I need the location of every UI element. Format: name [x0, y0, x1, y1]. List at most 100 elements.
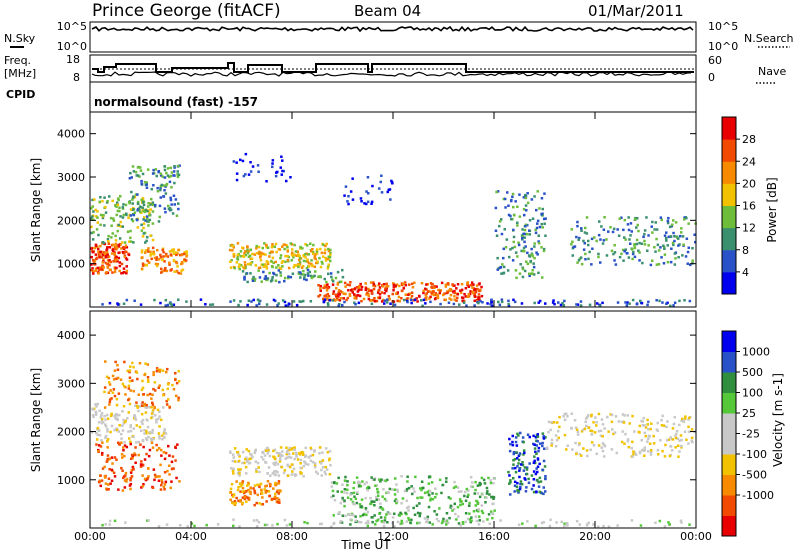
power-echo-cell	[116, 203, 120, 206]
velocity-echo-cell	[132, 389, 135, 393]
velocity-echo-cell	[234, 460, 237, 463]
velocity-echo-cell	[385, 513, 388, 516]
power-echo-cell	[277, 302, 280, 305]
power-echo-cell	[167, 207, 171, 211]
velocity-echo-cell	[144, 437, 148, 440]
velocity-echo-cell	[301, 453, 305, 456]
velocity-echo-cell	[98, 409, 101, 412]
power-echo-cell	[281, 245, 284, 248]
power-echo-cell	[666, 219, 670, 223]
power-echo-cell	[229, 260, 232, 263]
velocity-echo-cell	[639, 524, 643, 527]
velocity-echo-cell	[428, 521, 431, 524]
velocity-echo-cell	[535, 452, 538, 455]
velocity-echo-cell	[622, 421, 626, 424]
power-echo-cell	[303, 276, 306, 279]
velocity-echo-cell	[101, 451, 104, 455]
velocity-echo-cell	[247, 449, 251, 453]
velocity-echo-cell	[141, 463, 145, 467]
power-echo-cell	[168, 180, 172, 184]
power-echo-cell	[181, 268, 185, 271]
velocity-echo-cell	[356, 491, 359, 494]
power-echo-cell	[176, 173, 179, 176]
velocity-echo-cell	[235, 496, 238, 500]
velocity-echo-cell	[246, 460, 249, 463]
power-echo-cell	[425, 288, 428, 291]
velocity-echo-cell	[522, 449, 526, 452]
velocity-echo-cell	[254, 460, 258, 463]
velocity-echo-cell	[233, 500, 237, 503]
power-echo-cell	[682, 243, 685, 246]
velocity-echo-cell	[172, 388, 176, 391]
power-echo-cell	[646, 303, 649, 307]
velocity-echo-cell	[437, 519, 440, 523]
power-echo-cell	[95, 228, 99, 231]
power-echo-cell	[237, 265, 241, 269]
power-echo-cell	[109, 268, 112, 272]
velocity-echo-cell	[147, 454, 151, 458]
power-echo-cell	[618, 255, 622, 259]
power-echo-cell	[383, 302, 386, 305]
velocity-echo-cell	[99, 474, 102, 477]
power-echo-cell	[353, 301, 356, 304]
velocity-echo-cell	[445, 480, 448, 483]
velocity-echo-cell	[104, 482, 108, 485]
power-echo-cell	[655, 228, 659, 231]
power-echo-cell	[177, 164, 180, 168]
velocity-echo-cell	[658, 519, 662, 523]
power-echo-cell	[185, 255, 188, 258]
velocity-echo-cell	[245, 500, 248, 503]
power-echo-cell	[533, 301, 536, 305]
power-echo-cell	[498, 303, 502, 307]
power-echo-cell	[315, 252, 319, 255]
velocity-echo-cell	[662, 424, 666, 427]
power-echo-cell	[294, 250, 298, 253]
velocity-echo-cell	[361, 513, 365, 517]
power-echo-cell	[114, 245, 117, 248]
nsearch-label: N.Search	[744, 32, 794, 45]
velocity-echo-cell	[678, 423, 681, 427]
velocity-echo-cell	[464, 520, 467, 524]
velocity-echo-cell	[542, 437, 546, 440]
velocity-echo-cell	[138, 405, 141, 408]
power-echo-cell	[461, 299, 464, 302]
velocity-echo-cell	[403, 489, 407, 493]
velocity-echo-cell	[617, 420, 621, 423]
power-echo-cell	[122, 213, 125, 217]
power-echo-cell	[149, 234, 152, 237]
nsky-tick-top: 10^5	[57, 20, 87, 33]
power-echo-cell	[628, 238, 631, 241]
power-echo-cell	[528, 219, 532, 222]
velocity-echo-cell	[431, 523, 434, 526]
power-echo-cell	[173, 259, 176, 263]
power-echo-cell	[416, 300, 419, 303]
velocity-echo-cell	[295, 455, 298, 458]
velocity-echo-cell	[255, 519, 259, 522]
power-echo-cell	[121, 206, 124, 209]
velocity-echo-cell	[249, 486, 252, 489]
power-echo-cell	[632, 250, 635, 254]
velocity-echo-cell	[241, 501, 244, 505]
x-tick-label: 16:00	[478, 530, 510, 543]
power-echo-cell	[460, 291, 463, 294]
velocity-echo-cell	[449, 504, 453, 508]
power-echo-cell	[475, 284, 479, 287]
velocity-echo-cell	[452, 486, 456, 489]
power-echo-cell	[378, 296, 381, 300]
velocity-echo-cell	[615, 451, 618, 455]
power-echo-cell	[169, 250, 173, 253]
power-echo-cell	[504, 246, 508, 249]
power-echo-cell	[460, 296, 464, 299]
power-echo-cell	[521, 228, 524, 231]
power-echo-cell	[292, 265, 296, 269]
velocity-echo-cell	[540, 521, 544, 525]
velocity-panel-frame	[89, 310, 697, 529]
velocity-echo-cell	[492, 495, 496, 499]
power-echo-cell	[90, 225, 93, 229]
power-echo-cell	[389, 198, 392, 201]
velocity-echo-cell	[356, 492, 359, 495]
power-echo-cell	[106, 246, 109, 249]
velocity-echo-cell	[532, 461, 536, 464]
velocity-echo-cell	[272, 470, 276, 473]
velocity-echo-cell	[660, 418, 663, 422]
